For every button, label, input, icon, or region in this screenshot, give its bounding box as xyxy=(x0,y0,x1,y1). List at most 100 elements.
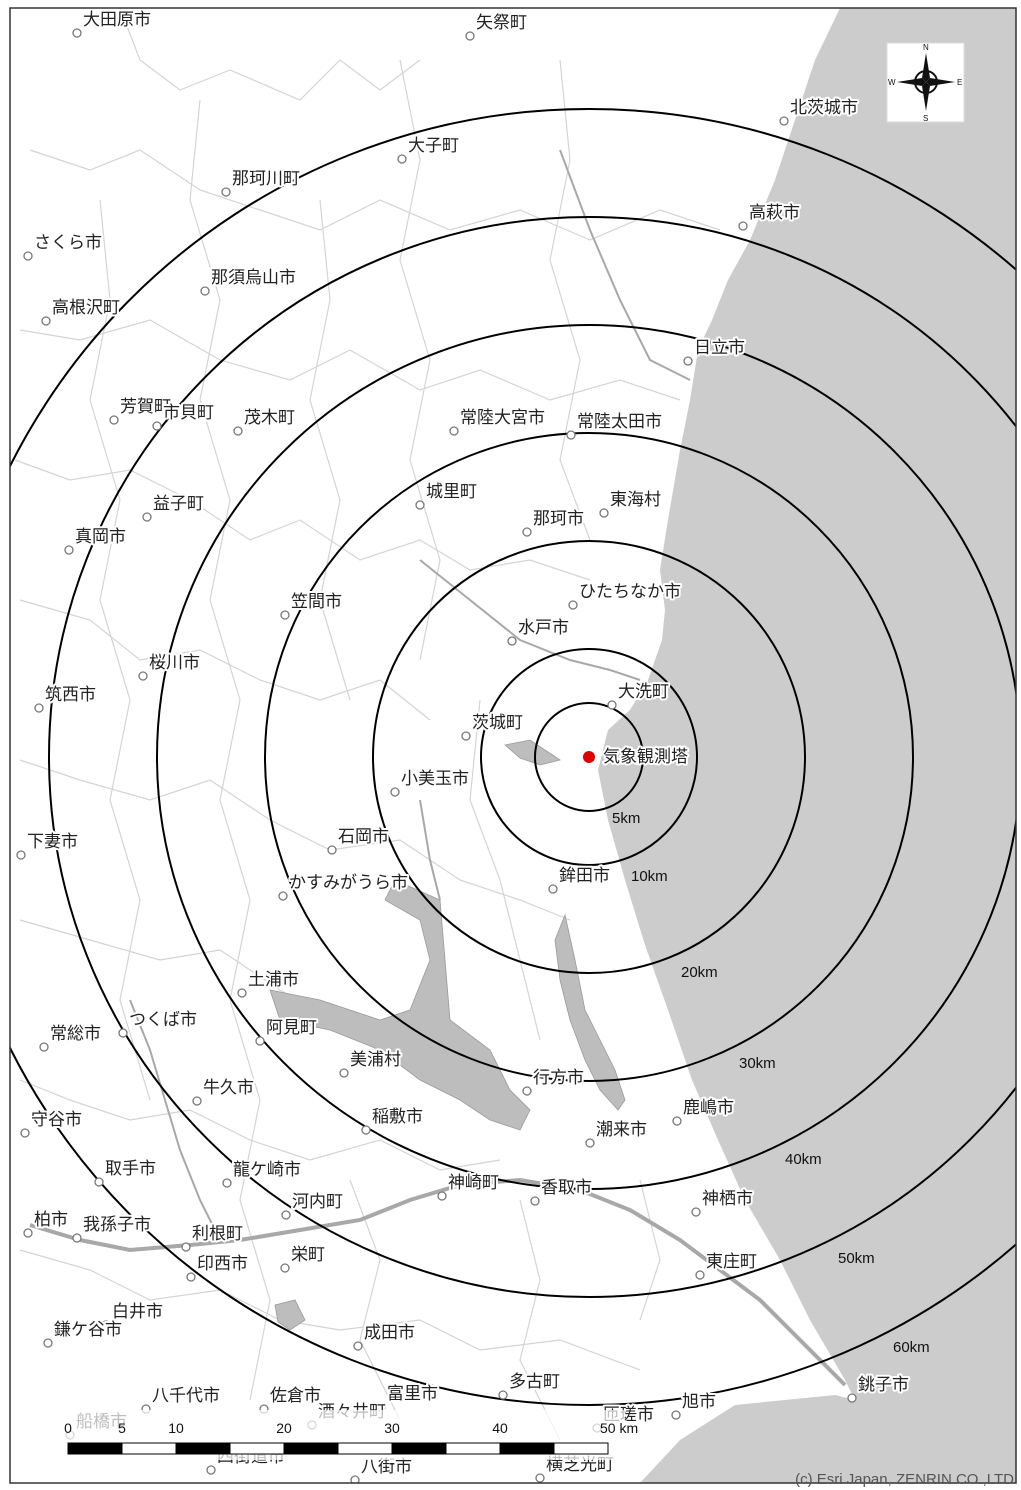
place-53: 栄町 xyxy=(280,1243,327,1273)
place-label: 茂木町 xyxy=(244,408,295,428)
place-label: 小美玉市 xyxy=(401,769,469,789)
place-39: 守谷市 xyxy=(20,1108,84,1138)
scale-segment xyxy=(499,1442,555,1455)
place-label: 城里町 xyxy=(426,482,477,502)
place-marker xyxy=(41,316,51,326)
place-2: 北茨城市 xyxy=(779,96,860,126)
place-marker xyxy=(548,884,558,894)
ring-label-30km: 30km xyxy=(739,1055,776,1072)
place-marker xyxy=(34,703,44,713)
place-marker xyxy=(43,1338,53,1348)
municipal-boundaries xyxy=(14,8,721,1441)
place-42: 潮来市 xyxy=(585,1118,649,1148)
place-marker xyxy=(23,251,33,261)
place-label: 八千代市 xyxy=(152,1386,220,1406)
scale-tick-label: 40 xyxy=(492,1420,508,1436)
place-marker xyxy=(142,512,152,522)
place-marker xyxy=(568,600,578,610)
river-kuji xyxy=(559,149,691,381)
place-43: 取手市 xyxy=(94,1157,158,1187)
scale-segment xyxy=(391,1442,447,1455)
place-56: 鎌ケ谷市 xyxy=(43,1318,124,1348)
place-marker xyxy=(186,1272,196,1282)
place-48: 柏市 xyxy=(23,1208,70,1238)
place-label: 東海村 xyxy=(610,490,661,510)
place-label: 行方市 xyxy=(533,1068,584,1088)
place-label: 大田原市 xyxy=(83,10,151,30)
scale-bar: 0 5 10 20 30 40 50 km xyxy=(60,1410,638,1460)
place-20: 笠間市 xyxy=(280,590,344,620)
place-58: 多古町 xyxy=(498,1370,562,1400)
scale-segment xyxy=(229,1442,285,1455)
scale-segment xyxy=(553,1442,609,1455)
scale-segment xyxy=(67,1442,123,1455)
place-label: 常陸大宮市 xyxy=(460,408,545,428)
place-marker xyxy=(683,356,693,366)
place-marker xyxy=(530,1196,540,1206)
place-36: 美浦村 xyxy=(339,1048,403,1078)
place-marker xyxy=(118,1028,128,1038)
place-47: 神栖市 xyxy=(691,1187,755,1217)
place-marker xyxy=(779,116,789,126)
place-label: 佐倉市 xyxy=(270,1386,321,1406)
place-label: 鉾田市 xyxy=(559,866,610,886)
place-label: 鎌ケ谷市 xyxy=(54,1320,122,1340)
place-24: 筑西市 xyxy=(34,683,98,713)
place-marker xyxy=(278,891,288,901)
place-marker xyxy=(738,221,748,231)
place-marker xyxy=(585,1138,595,1148)
place-57: 成田市 xyxy=(353,1321,417,1351)
place-9: 日立市 xyxy=(683,336,747,366)
place-marker xyxy=(390,787,400,797)
place-marker xyxy=(691,1207,701,1217)
place-32: 土浦市 xyxy=(237,968,301,998)
place-label: 芳賀町 xyxy=(120,397,171,417)
compass-n: N xyxy=(923,43,929,52)
place-label: 牛久市 xyxy=(203,1078,254,1098)
place-8: 高根沢町 xyxy=(41,296,122,326)
place-7: 那須烏山市 xyxy=(200,266,298,296)
place-60: 八千代市 xyxy=(141,1384,222,1414)
lake-ushiku xyxy=(274,1299,306,1331)
place-18: 真岡市 xyxy=(64,525,128,555)
place-marker xyxy=(20,1128,30,1138)
compass-w: W xyxy=(888,78,896,87)
place-marker xyxy=(695,1270,705,1280)
place-17: 東海村 xyxy=(599,488,663,518)
scale-segment xyxy=(121,1442,177,1455)
distance-rings xyxy=(10,108,1016,1406)
place-28: 下妻市 xyxy=(16,830,80,860)
place-label: 矢祭町 xyxy=(476,13,527,33)
place-label: 常総市 xyxy=(50,1024,101,1044)
place-marker xyxy=(535,1473,545,1483)
river-sakura xyxy=(419,799,441,901)
place-37: 行方市 xyxy=(522,1066,586,1096)
place-marker xyxy=(206,1465,216,1475)
scale-segment xyxy=(175,1442,231,1455)
place-label: 富里市 xyxy=(387,1384,438,1404)
place-30: 鉾田市 xyxy=(548,864,612,894)
ring-60km xyxy=(10,108,1016,1406)
place-33: つくば市 xyxy=(118,1008,199,1038)
scale-tick-label: 10 xyxy=(168,1420,184,1436)
place-label: さくら市 xyxy=(34,233,102,253)
place-marker xyxy=(607,700,617,710)
place-marker xyxy=(101,1320,111,1330)
place-label: 大洗町 xyxy=(618,682,669,702)
place-label: 那須烏山市 xyxy=(211,268,296,288)
ring-10km xyxy=(480,648,698,866)
place-marker xyxy=(281,1210,291,1220)
place-label: 桜川市 xyxy=(149,653,200,673)
compass-e: E xyxy=(957,78,962,87)
place-25: 大洗町 xyxy=(607,680,671,710)
place-label: 茨城町 xyxy=(472,713,523,733)
place-52: 印西市 xyxy=(186,1252,250,1282)
place-44: 龍ケ崎市 xyxy=(222,1158,303,1188)
place-marker xyxy=(72,1233,82,1243)
place-marker xyxy=(237,988,247,998)
place-63: 旭市 xyxy=(671,1390,718,1420)
ocean-area xyxy=(598,8,1016,1483)
place-6: さくら市 xyxy=(23,231,104,261)
